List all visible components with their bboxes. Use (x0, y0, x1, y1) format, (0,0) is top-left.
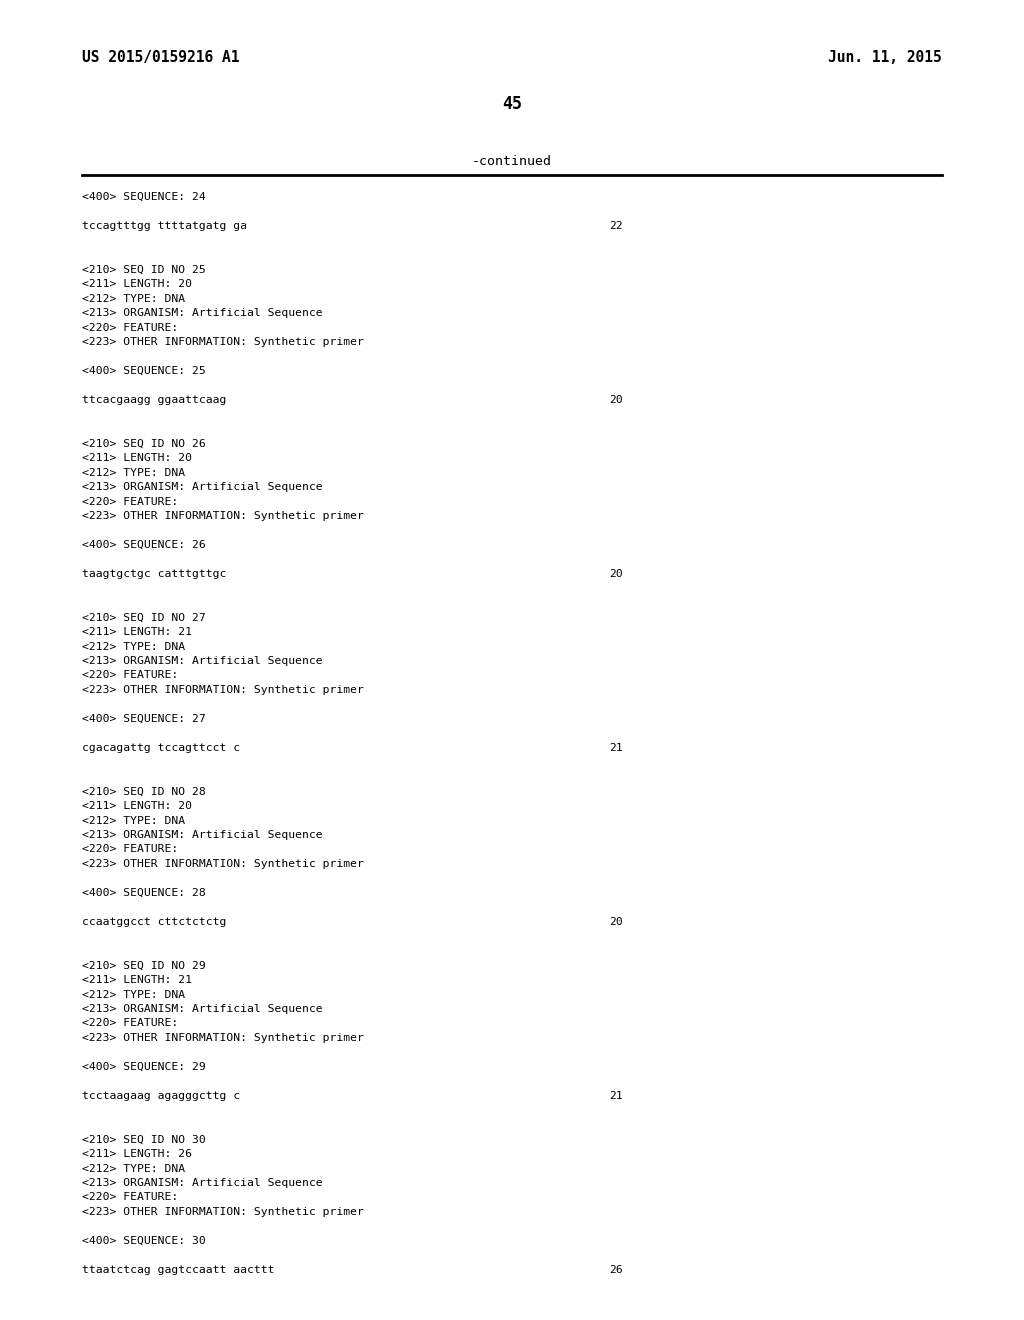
Text: <223> OTHER INFORMATION: Synthetic primer: <223> OTHER INFORMATION: Synthetic prime… (82, 337, 364, 347)
Text: <210> SEQ ID NO 25: <210> SEQ ID NO 25 (82, 264, 206, 275)
Text: <212> TYPE: DNA: <212> TYPE: DNA (82, 816, 185, 825)
Text: <213> ORGANISM: Artificial Sequence: <213> ORGANISM: Artificial Sequence (82, 482, 323, 492)
Text: 21: 21 (609, 1092, 623, 1101)
Text: <223> OTHER INFORMATION: Synthetic primer: <223> OTHER INFORMATION: Synthetic prime… (82, 511, 364, 521)
Text: ccaatggcct cttctctctg: ccaatggcct cttctctctg (82, 917, 226, 927)
Text: <212> TYPE: DNA: <212> TYPE: DNA (82, 1163, 185, 1173)
Text: <212> TYPE: DNA: <212> TYPE: DNA (82, 642, 185, 652)
Text: <223> OTHER INFORMATION: Synthetic primer: <223> OTHER INFORMATION: Synthetic prime… (82, 685, 364, 696)
Text: <211> LENGTH: 21: <211> LENGTH: 21 (82, 627, 191, 638)
Text: 20: 20 (609, 395, 623, 405)
Text: 20: 20 (609, 917, 623, 927)
Text: <400> SEQUENCE: 24: <400> SEQUENCE: 24 (82, 191, 206, 202)
Text: <211> LENGTH: 20: <211> LENGTH: 20 (82, 279, 191, 289)
Text: <220> FEATURE:: <220> FEATURE: (82, 671, 178, 681)
Text: <223> OTHER INFORMATION: Synthetic primer: <223> OTHER INFORMATION: Synthetic prime… (82, 1034, 364, 1043)
Text: <212> TYPE: DNA: <212> TYPE: DNA (82, 293, 185, 304)
Text: <223> OTHER INFORMATION: Synthetic primer: <223> OTHER INFORMATION: Synthetic prime… (82, 1206, 364, 1217)
Text: <220> FEATURE:: <220> FEATURE: (82, 496, 178, 507)
Text: Jun. 11, 2015: Jun. 11, 2015 (828, 50, 942, 65)
Text: tcctaagaag agagggcttg c: tcctaagaag agagggcttg c (82, 1092, 240, 1101)
Text: <213> ORGANISM: Artificial Sequence: <213> ORGANISM: Artificial Sequence (82, 1005, 323, 1014)
Text: 20: 20 (609, 569, 623, 579)
Text: cgacagattg tccagttcct c: cgacagattg tccagttcct c (82, 743, 240, 752)
Text: <212> TYPE: DNA: <212> TYPE: DNA (82, 990, 185, 999)
Text: <213> ORGANISM: Artificial Sequence: <213> ORGANISM: Artificial Sequence (82, 830, 323, 840)
Text: <213> ORGANISM: Artificial Sequence: <213> ORGANISM: Artificial Sequence (82, 308, 323, 318)
Text: <400> SEQUENCE: 27: <400> SEQUENCE: 27 (82, 714, 206, 723)
Text: 22: 22 (609, 220, 623, 231)
Text: <400> SEQUENCE: 30: <400> SEQUENCE: 30 (82, 1236, 206, 1246)
Text: <213> ORGANISM: Artificial Sequence: <213> ORGANISM: Artificial Sequence (82, 656, 323, 667)
Text: ttcacgaagg ggaattcaag: ttcacgaagg ggaattcaag (82, 395, 226, 405)
Text: <211> LENGTH: 20: <211> LENGTH: 20 (82, 453, 191, 463)
Text: ttaatctcag gagtccaatt aacttt: ttaatctcag gagtccaatt aacttt (82, 1265, 274, 1275)
Text: <223> OTHER INFORMATION: Synthetic primer: <223> OTHER INFORMATION: Synthetic prime… (82, 859, 364, 869)
Text: tccagtttgg ttttatgatg ga: tccagtttgg ttttatgatg ga (82, 220, 247, 231)
Text: <220> FEATURE:: <220> FEATURE: (82, 322, 178, 333)
Text: -continued: -continued (472, 154, 552, 168)
Text: <213> ORGANISM: Artificial Sequence: <213> ORGANISM: Artificial Sequence (82, 1177, 323, 1188)
Text: <400> SEQUENCE: 26: <400> SEQUENCE: 26 (82, 540, 206, 550)
Text: <210> SEQ ID NO 27: <210> SEQ ID NO 27 (82, 612, 206, 623)
Text: <400> SEQUENCE: 25: <400> SEQUENCE: 25 (82, 366, 206, 376)
Text: <210> SEQ ID NO 28: <210> SEQ ID NO 28 (82, 787, 206, 796)
Text: <212> TYPE: DNA: <212> TYPE: DNA (82, 467, 185, 478)
Text: <220> FEATURE:: <220> FEATURE: (82, 845, 178, 854)
Text: <210> SEQ ID NO 30: <210> SEQ ID NO 30 (82, 1134, 206, 1144)
Text: <211> LENGTH: 20: <211> LENGTH: 20 (82, 801, 191, 810)
Text: <210> SEQ ID NO 29: <210> SEQ ID NO 29 (82, 961, 206, 970)
Text: <220> FEATURE:: <220> FEATURE: (82, 1192, 178, 1203)
Text: <211> LENGTH: 21: <211> LENGTH: 21 (82, 975, 191, 985)
Text: taagtgctgc catttgttgc: taagtgctgc catttgttgc (82, 569, 226, 579)
Text: <211> LENGTH: 26: <211> LENGTH: 26 (82, 1148, 191, 1159)
Text: 21: 21 (609, 743, 623, 752)
Text: <400> SEQUENCE: 29: <400> SEQUENCE: 29 (82, 1063, 206, 1072)
Text: <210> SEQ ID NO 26: <210> SEQ ID NO 26 (82, 438, 206, 449)
Text: <220> FEATURE:: <220> FEATURE: (82, 1019, 178, 1028)
Text: 45: 45 (502, 95, 522, 114)
Text: <400> SEQUENCE: 28: <400> SEQUENCE: 28 (82, 888, 206, 898)
Text: 26: 26 (609, 1265, 623, 1275)
Text: US 2015/0159216 A1: US 2015/0159216 A1 (82, 50, 240, 65)
